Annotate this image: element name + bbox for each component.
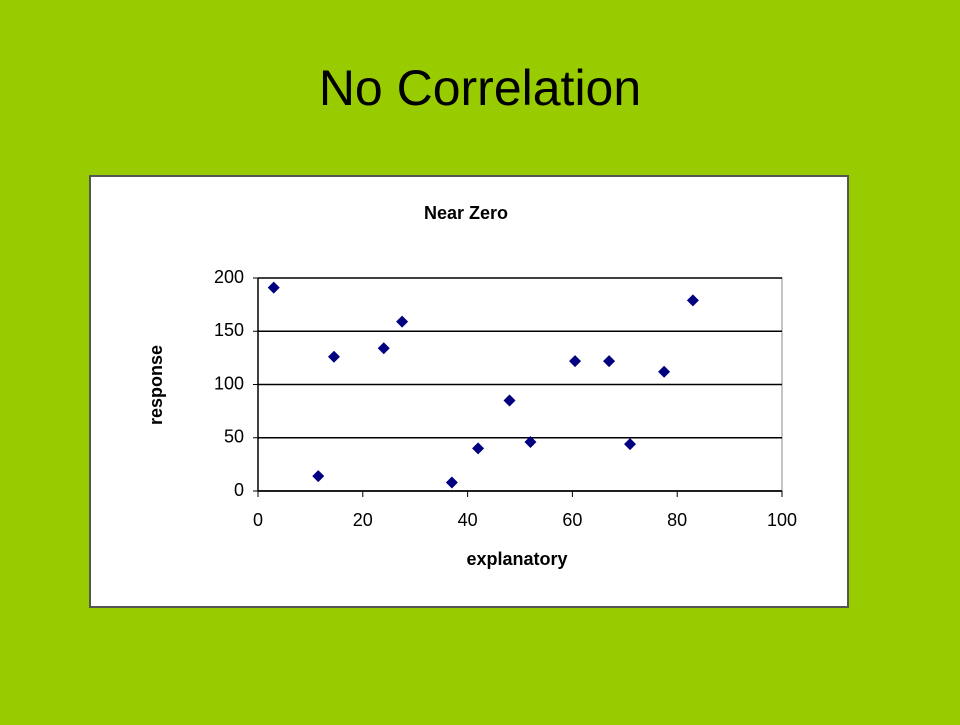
x-tick-label: 20 <box>353 510 373 530</box>
x-tick-label: 60 <box>562 510 582 530</box>
data-point <box>524 436 537 449</box>
data-point <box>327 350 340 363</box>
data-point <box>603 355 616 368</box>
y-tick-label: 150 <box>214 320 244 340</box>
data-point <box>624 438 637 451</box>
data-point <box>472 442 485 455</box>
data-point <box>569 355 582 368</box>
data-point <box>377 342 390 355</box>
data-point <box>267 281 280 294</box>
x-tick-label: 100 <box>767 510 797 530</box>
data-point <box>503 394 516 407</box>
data-point <box>686 294 699 307</box>
slide-title: No Correlation <box>319 60 641 116</box>
x-tick-label: 80 <box>667 510 687 530</box>
y-tick-label: 100 <box>214 373 244 393</box>
y-tick-label: 50 <box>224 427 244 447</box>
data-point <box>658 365 671 378</box>
x-tick-label: 40 <box>458 510 478 530</box>
data-point <box>312 470 325 483</box>
chart-title: Near Zero <box>424 203 508 223</box>
data-point <box>445 476 458 489</box>
data-point <box>396 315 409 328</box>
x-tick-label: 0 <box>253 510 263 530</box>
x-axis-label: explanatory <box>466 549 567 569</box>
y-tick-label: 200 <box>214 267 244 287</box>
y-axis-label: response <box>146 345 166 425</box>
y-tick-label: 0 <box>234 480 244 500</box>
